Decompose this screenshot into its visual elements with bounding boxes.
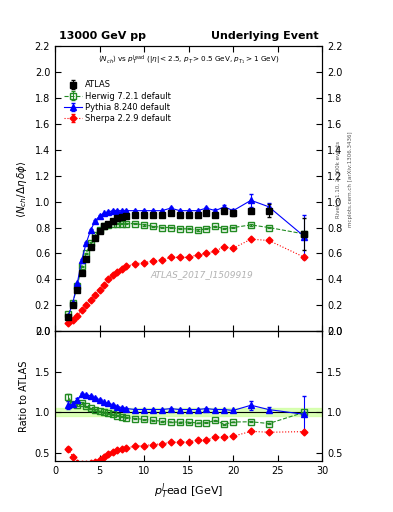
- Y-axis label: $\langle N_{ch}/\Delta\eta\,\delta\phi\rangle$: $\langle N_{ch}/\Delta\eta\,\delta\phi\r…: [15, 160, 29, 218]
- Text: mcplots.cern.ch [arXiv:1306.3436]: mcplots.cern.ch [arXiv:1306.3436]: [348, 132, 353, 227]
- Text: 13000 GeV pp: 13000 GeV pp: [59, 31, 146, 41]
- Text: ATLAS_2017_I1509919: ATLAS_2017_I1509919: [151, 270, 253, 279]
- Text: Underlying Event: Underlying Event: [211, 31, 318, 41]
- Text: Rivet 3.1.10, ≥ 500k events: Rivet 3.1.10, ≥ 500k events: [336, 141, 341, 218]
- Bar: [55, 408, 322, 416]
- Text: $\langle N_{ch}\rangle$ vs $p_T^{\rm lead}$ ($|\eta|<2.5$, $p_T>0.5$ GeV, $p_{T_: $\langle N_{ch}\rangle$ vs $p_T^{\rm lea…: [98, 53, 279, 67]
- X-axis label: $p_T^l$ead [GeV]: $p_T^l$ead [GeV]: [154, 481, 223, 501]
- Y-axis label: Ratio to ATLAS: Ratio to ATLAS: [19, 360, 29, 432]
- Legend: ATLAS, Herwig 7.2.1 default, Pythia 8.240 default, Sherpa 2.2.9 default: ATLAS, Herwig 7.2.1 default, Pythia 8.24…: [62, 79, 173, 124]
